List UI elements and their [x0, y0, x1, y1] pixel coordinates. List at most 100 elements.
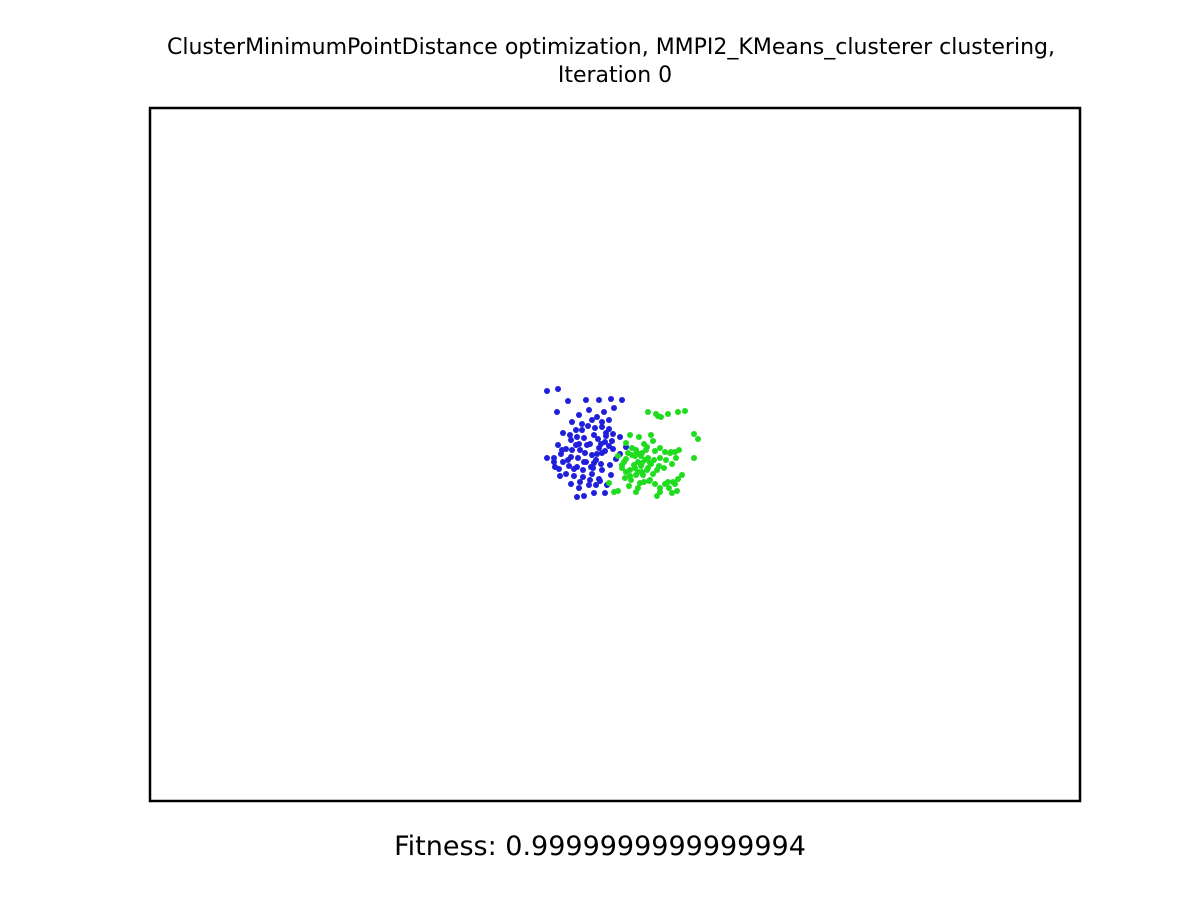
scatter-point-series1-71 — [640, 472, 646, 478]
scatter-point-series1-89 — [627, 432, 633, 438]
scatter-point-series1-73 — [633, 489, 639, 495]
scatter-point-series1-87 — [619, 465, 625, 471]
scatter-point-series1-5 — [675, 409, 681, 415]
scatter-point-series0-76 — [586, 482, 592, 488]
scatter-point-series0-0 — [544, 388, 550, 394]
scatter-point-series1-61 — [606, 480, 612, 486]
scatter-point-series0-20 — [589, 452, 595, 458]
scatter-point-series0-81 — [581, 493, 587, 499]
scatter-point-series0-65 — [563, 471, 569, 477]
scatter-point-series0-93 — [552, 464, 558, 470]
scatter-point-series0-43 — [579, 421, 585, 427]
scatter-point-series1-52 — [674, 488, 680, 494]
scatter-point-series0-88 — [576, 441, 582, 447]
scatter-point-series1-37 — [661, 465, 667, 471]
scatter-point-series0-19 — [582, 450, 588, 456]
scatter-point-series0-70 — [608, 472, 614, 478]
scatter-point-series1-76 — [621, 459, 627, 465]
scatter-point-series0-33 — [568, 437, 574, 443]
scatter-point-series0-94 — [557, 473, 563, 479]
scatter-point-series1-55 — [646, 478, 652, 484]
scatter-point-series0-50 — [603, 433, 609, 439]
scatter-point-series1-74 — [638, 463, 644, 469]
scatter-point-series1-77 — [615, 453, 621, 459]
scatter-point-series0-85 — [593, 457, 599, 463]
scatter-point-series0-42 — [589, 417, 595, 423]
scatter-point-series0-11 — [586, 407, 592, 413]
scatter-point-series0-13 — [569, 419, 575, 425]
scatter-point-series0-40 — [606, 417, 612, 423]
scatter-point-series1-48 — [679, 472, 685, 478]
scatter-point-series0-57 — [598, 461, 604, 467]
plot-frame — [148, 106, 1082, 803]
scatter-point-series0-9 — [601, 409, 607, 415]
scatter-point-series0-74 — [568, 481, 574, 487]
scatter-point-series0-38 — [595, 436, 601, 442]
scatter-point-series0-67 — [580, 474, 586, 480]
scatter-point-series1-29 — [651, 457, 657, 463]
scatter-point-series0-10 — [594, 414, 600, 420]
scatter-point-series0-31 — [579, 427, 585, 433]
scatter-point-series1-54 — [654, 493, 660, 499]
scatter-points — [544, 386, 701, 500]
scatter-point-series0-12 — [576, 412, 582, 418]
scatter-point-series1-62 — [626, 483, 632, 489]
scatter-point-series0-87 — [584, 442, 590, 448]
scatter-point-series0-82 — [574, 494, 580, 500]
scatter-point-series0-7 — [619, 397, 625, 403]
scatter-point-series1-86 — [633, 447, 639, 453]
scatter-point-series1-31 — [662, 449, 668, 455]
scatter-point-series1-83 — [668, 449, 674, 455]
scatter-point-series1-57 — [628, 477, 634, 483]
scatter-point-series1-40 — [650, 471, 656, 477]
scatter-point-series0-28 — [599, 424, 605, 430]
chart-subtitle: Iteration 0 — [558, 63, 672, 88]
scatter-point-series0-47 — [581, 435, 587, 441]
scatter-point-series0-48 — [591, 432, 597, 438]
scatter-point-series1-51 — [669, 490, 675, 496]
scatter-point-series1-81 — [657, 445, 663, 451]
scatter-point-series1-85 — [643, 447, 649, 453]
chart-title: ClusterMinimumPointDistance optimization… — [167, 35, 1055, 60]
scatter-point-series1-7 — [691, 431, 697, 437]
scatter-point-series1-6 — [682, 408, 688, 414]
scatter-point-series1-80 — [648, 432, 654, 438]
scatter-point-series0-36 — [577, 447, 583, 453]
scatter-point-series0-66 — [571, 473, 577, 479]
scatter-point-series0-1 — [555, 386, 561, 392]
scatter-point-series0-78 — [597, 478, 603, 484]
scatter-point-series0-35 — [568, 454, 574, 460]
scatter-point-series1-36 — [669, 461, 675, 467]
scatter-point-series1-30 — [657, 455, 663, 461]
scatter-point-series0-97 — [590, 465, 596, 471]
scatter-point-series0-91 — [551, 455, 557, 461]
scatter-point-series1-75 — [627, 467, 633, 473]
fitness-label: Fitness: 0.9999999999999994 — [394, 831, 806, 862]
scatter-point-series1-49 — [672, 481, 678, 487]
scatter-point-series1-50 — [666, 485, 672, 491]
scatter-point-series1-70 — [645, 465, 651, 471]
scatter-point-series0-75 — [576, 485, 582, 491]
scatter-point-series0-72 — [587, 477, 593, 483]
scatter-point-series1-8 — [695, 436, 701, 442]
scatter-point-series0-56 — [607, 462, 613, 468]
scatter-point-series0-2 — [554, 409, 560, 415]
scatter-point-series0-69 — [599, 467, 605, 473]
scatter-point-series0-52 — [617, 434, 623, 440]
scatter-point-series0-96 — [580, 467, 586, 473]
scatter-point-series0-92 — [544, 455, 550, 461]
scatter-point-series1-42 — [652, 481, 658, 487]
scatter-point-series0-51 — [610, 431, 616, 437]
scatter-point-series0-25 — [610, 446, 616, 452]
scatter-point-series0-77 — [593, 482, 599, 488]
scatter-point-series1-9 — [691, 455, 697, 461]
scatter-point-series0-14 — [560, 430, 566, 436]
scatter-point-series0-18 — [575, 455, 581, 461]
scatter-point-series1-68 — [632, 453, 638, 459]
scatter-point-series1-34 — [676, 447, 682, 453]
scatter-point-series1-82 — [663, 457, 669, 463]
scatter-point-series1-12 — [641, 441, 647, 447]
scatter-point-series0-5 — [596, 397, 602, 403]
scatter-point-series0-29 — [592, 425, 598, 431]
